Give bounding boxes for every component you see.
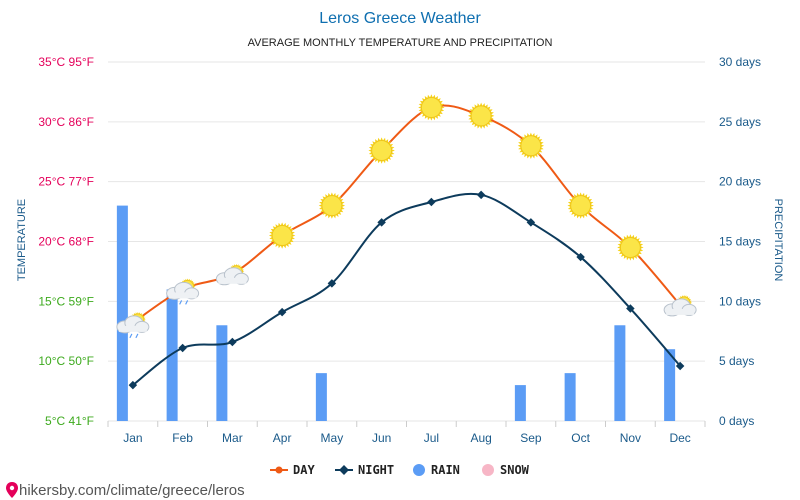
- night-point: [626, 304, 635, 313]
- weather-icon-cloud-sun: [215, 263, 249, 286]
- rain-bar: [216, 325, 228, 421]
- right-tick-label: 15 days: [719, 235, 761, 249]
- rain-bar: [514, 385, 526, 421]
- right-tick-label: 5 days: [719, 354, 754, 368]
- rain-bar: [116, 205, 128, 421]
- legend-item-rain[interactable]: RAIN: [413, 463, 460, 477]
- legend: DAY NIGHT RAIN SNOW: [270, 463, 530, 477]
- night-point: [675, 361, 685, 371]
- right-axis-title: PRECIPITATION: [772, 199, 784, 282]
- x-tick-label: Jun: [372, 431, 391, 445]
- footer-link[interactable]: hikersby.com/climate/greece/leros: [6, 482, 245, 499]
- left-tick-label: 30°C 86°F: [38, 115, 94, 129]
- weather-icon-sun: [318, 192, 346, 219]
- night-point: [427, 197, 436, 207]
- weather-icon-sun: [567, 192, 594, 219]
- chart-subtitle: AVERAGE MONTHLY TEMPERATURE AND PRECIPIT…: [248, 37, 553, 49]
- weather-icon-sun: [517, 132, 545, 159]
- right-tick-label: 30 days: [719, 55, 761, 69]
- x-tick-label: Jul: [424, 431, 439, 445]
- cloud-icon: [215, 267, 249, 286]
- x-tick-label: Aug: [470, 431, 491, 445]
- x-tick-label: Apr: [273, 431, 292, 445]
- weather-icon-cloud-sun-rain: [166, 278, 200, 305]
- day-line: [132, 104, 681, 324]
- sun-icon: [517, 132, 545, 159]
- sun-icon: [368, 137, 395, 164]
- temperature-lines: [128, 104, 685, 390]
- rain-bar: [564, 373, 576, 421]
- right-axis-ticks: 30 days 25 days 20 days 15 days 10 days 5 day…: [719, 55, 761, 428]
- night-point: [228, 337, 237, 347]
- legend-label-rain: RAIN: [431, 463, 460, 477]
- night-point: [377, 218, 386, 227]
- x-tick-label: Oct: [571, 431, 590, 445]
- left-tick-label: 10°C 50°F: [38, 354, 94, 368]
- sun-icon: [567, 192, 594, 219]
- weather-icon-sun: [418, 94, 445, 121]
- left-tick-label: 25°C 77°F: [38, 175, 94, 189]
- x-tick-label: Nov: [620, 431, 641, 445]
- night-point: [327, 279, 337, 288]
- x-tick-label: Feb: [172, 431, 193, 445]
- rain-bars: [116, 205, 676, 421]
- rain-bar: [614, 325, 626, 421]
- night-point: [178, 343, 187, 353]
- right-tick-label: 10 days: [719, 294, 761, 308]
- legend-label-snow: SNOW: [500, 463, 530, 477]
- night-line: [132, 192, 681, 386]
- x-tick-label: Jan: [123, 431, 142, 445]
- weather-icon-sun: [368, 137, 395, 164]
- night-point: [128, 380, 138, 390]
- cloud-icon: [663, 298, 697, 317]
- left-axis-title: TEMPERATURE: [16, 199, 28, 281]
- x-tick-label: Mar: [222, 431, 243, 445]
- legend-item-snow[interactable]: SNOW: [482, 463, 530, 477]
- weather-icon-sun: [467, 102, 495, 130]
- rain-bar: [315, 373, 327, 421]
- x-axis-ticks: Jan Feb Mar Apr May Jun Jul Aug Sep Oct Nov Dec: [107, 421, 706, 445]
- cloud-rain-icon: [166, 281, 200, 305]
- weather-icon-sun: [268, 222, 296, 249]
- location-pin-icon: [6, 482, 18, 498]
- sun-icon: [268, 222, 296, 249]
- right-tick-label: 25 days: [719, 115, 761, 129]
- night-point: [476, 190, 486, 200]
- weather-icons: [116, 94, 697, 339]
- sun-icon: [617, 234, 644, 261]
- legend-item-day[interactable]: DAY: [270, 463, 315, 477]
- footer-url: hikersby.com/climate/greece/leros: [19, 482, 245, 499]
- right-tick-label: 0 days: [719, 414, 754, 428]
- legend-item-night[interactable]: NIGHT: [335, 463, 394, 477]
- right-tick-label: 20 days: [719, 175, 761, 189]
- x-tick-label: Sep: [520, 431, 542, 445]
- legend-label-night: NIGHT: [358, 463, 394, 477]
- sun-icon: [467, 102, 495, 130]
- chart-title: Leros Greece Weather: [319, 10, 481, 27]
- legend-label-day: DAY: [293, 463, 315, 477]
- sun-icon: [318, 192, 346, 219]
- left-tick-label: 35°C 95°F: [38, 55, 94, 69]
- weather-icon-cloud-sun: [663, 295, 697, 317]
- x-tick-label: May: [321, 431, 344, 445]
- left-tick-label: 20°C 68°F: [38, 235, 94, 249]
- weather-icon-cloud-sun-rain: [116, 311, 150, 339]
- night-point: [277, 307, 287, 317]
- sun-icon: [418, 94, 445, 121]
- cloud-rain-icon: [116, 315, 150, 339]
- left-tick-label: 5°C 41°F: [45, 414, 94, 428]
- left-axis-ticks: 35°C 95°F 30°C 86°F 25°C 77°F 20°C 68°F 15°C…: [38, 55, 94, 428]
- left-tick-label: 15°C 59°F: [38, 294, 94, 308]
- x-tick-label: Dec: [669, 431, 690, 445]
- weather-icon-sun: [617, 234, 644, 261]
- rain-bar: [664, 349, 676, 421]
